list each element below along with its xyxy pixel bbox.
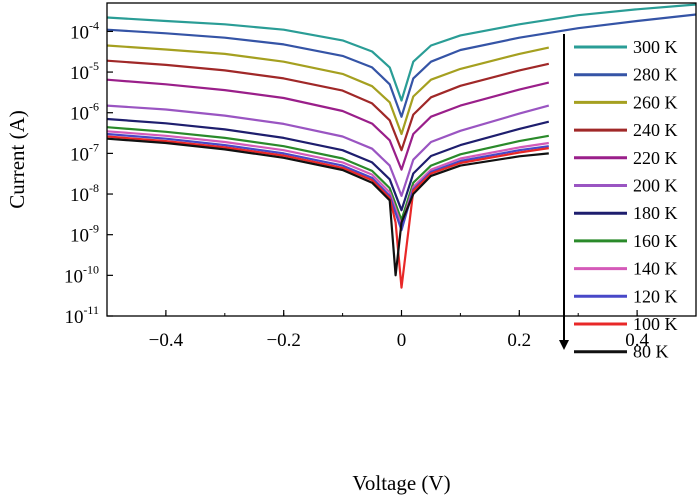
series-line [106,135,549,289]
legend-entry-label: 120 K [633,286,678,306]
series-line [106,117,550,212]
series-line [106,132,549,232]
legend-entry-label: 240 K [633,120,678,140]
y-tick-label: 10-5 [70,59,99,84]
series-line [106,3,697,102]
legend-entry-label: 160 K [633,231,678,251]
series-line [106,59,550,152]
legend-entry-label: 100 K [633,314,678,334]
series-lines [106,3,697,289]
legend-arrow-head [559,340,569,350]
x-axis-label: Voltage (V) [352,471,450,495]
legend-entry-label: 200 K [633,176,678,196]
axis-ticks: −0.4 −0.2 0 0.2 0.4 10-4 10-5 10-6 10-7 10-8 10-9 1… [64,18,697,351]
legend-entry-label: 300 K [633,37,678,57]
legend: 300 K 280 K 260 K 240 K 220 K 200 K 180 K 160 K… [559,34,678,362]
legend-entry-label: 280 K [633,65,678,85]
series-line [106,44,550,136]
y-tick-label: 10-9 [70,222,99,247]
y-axis-label: Current (A) [5,110,29,209]
y-tick-label: 10-11 [64,303,99,328]
x-tick-label: 0.2 [507,330,531,351]
y-tick-label: 10-10 [64,262,99,287]
legend-entry-label: 140 K [633,259,678,279]
x-tick-label: 0 [397,330,407,351]
legend-entry-label: 220 K [633,148,678,168]
series-line [106,137,549,277]
series-line [106,104,550,197]
legend-entry-label: 180 K [633,203,678,223]
legend-entry-label: 80 K [633,342,669,362]
series-line [106,78,550,171]
y-tick-label: 10-6 [70,100,99,125]
series-line [106,130,549,227]
x-tick-label: 0.4 [625,330,649,351]
y-tick-label: 10-4 [70,18,99,43]
legend-entry-label: 260 K [633,92,678,112]
series-line [106,13,697,118]
x-tick-label: −0.2 [266,330,300,351]
y-tick-label: 10-8 [70,181,99,206]
y-tick-label: 10-7 [70,140,99,165]
series-line [106,126,549,222]
x-tick-label: −0.4 [149,330,184,351]
